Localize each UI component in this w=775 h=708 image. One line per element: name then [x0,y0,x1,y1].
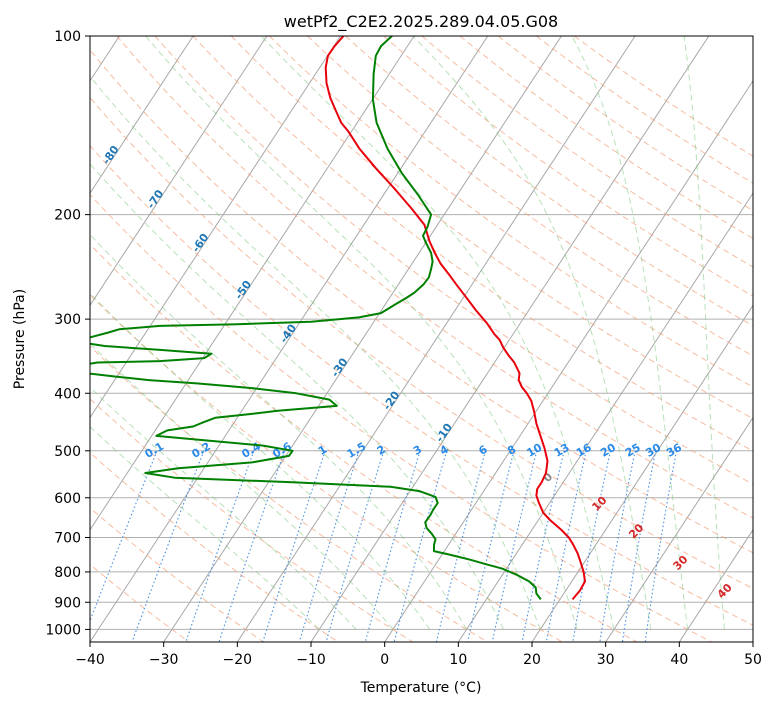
moist-adiabat-40 [571,36,689,630]
isotherm--40 [90,36,489,642]
y-tick-label: 500 [54,444,81,460]
moist-adiabat--5 [90,386,357,630]
mixing-line-0.4 [185,450,255,642]
dry-adiabat-50 [90,144,753,626]
isotherm--60 [90,36,341,419]
dry-adiabat--10 [90,451,339,642]
moist-adiabat-45 [683,36,725,630]
mixing-line-4 [393,450,448,642]
dry-adiabat-180 [497,36,753,212]
mixing-line-6 [435,450,487,642]
isotherm-10 [457,192,753,642]
mixing-line-8 [466,450,515,642]
moist-adiabat-30 [260,36,615,630]
dry-adiabat-120 [269,36,753,388]
dry-adiabat-10 [90,345,488,642]
temperature-profile [324,36,586,601]
y-tick-label: 400 [54,386,81,402]
x-tick-label: 40 [670,652,688,668]
moist-adiabat-25 [145,36,578,630]
dewpoint-profile [90,36,542,600]
isotherm-grid [90,36,753,642]
dry-adiabat-70 [90,49,753,554]
chart-title: wetPf2_C2E2.2025.289.04.05.G08 [284,12,558,32]
mixing-line-1 [262,450,326,642]
isotherm--10 [310,36,710,642]
mixing-ratio-lines [90,450,677,642]
y-tick-label: 100 [54,29,81,45]
isotherm--30 [163,36,562,642]
y-tick-label: 800 [54,565,81,581]
moist-adiabat-5 [90,292,431,630]
mixing-line-10 [491,450,538,642]
x-axis-ticks: −40 −30 −20 −10 0 10 20 30 40 50 [75,642,762,668]
isotherm--20 [236,36,636,642]
x-tick-label: −30 [149,652,179,668]
y-tick-label: 900 [54,595,81,611]
dry-adiabat-110 [230,36,753,420]
isotherm--50 [90,36,415,531]
y-tick-label: 1000 [45,622,81,638]
x-tick-label: 10 [449,652,467,668]
x-tick-label: −20 [223,652,253,668]
y-tick-label: 200 [54,208,81,224]
y-tick-label: 700 [54,531,81,547]
dry-adiabat-40 [90,193,712,642]
isotherm-20 [531,304,753,642]
isotherm--70 [90,36,268,307]
dry-adiabat-100 [192,36,753,452]
isotherm-0 [384,79,753,642]
dry-adiabat-90 [154,36,753,485]
y-tick-label: 600 [54,491,81,507]
mixing-line-30 [621,450,657,642]
moist-adiabat--10 [90,426,320,630]
y-axis-ticks: 100 200 300 400 500 600 700 800 900 1000 [45,29,90,638]
mixing-line-1.5 [298,450,360,642]
moist-adiabats [90,36,725,630]
moist-adiabat-0 [90,342,394,630]
dry-adiabat-30 [90,243,638,642]
sounding-profiles [90,36,586,601]
moist-adiabat-35 [412,36,652,630]
isotherm--80 [90,36,194,195]
mixing-line-36 [644,450,677,642]
dry-adiabat-150 [383,36,753,297]
mixing-line-16 [545,450,587,642]
isobar-grid [90,36,753,630]
mixing-line-2 [325,450,385,642]
isotherm-30 [605,416,753,642]
dry-adiabats [90,36,753,642]
isotherm-40 [678,528,753,642]
mixing-line-3 [364,450,421,642]
dry-adiabat-130 [307,36,753,357]
dry-adiabat-60 [90,96,753,590]
plot-area: 0.10.20.40.611.52346810131620253036-100-… [90,36,753,642]
x-tick-label: 30 [597,652,615,668]
x-tick-label: −40 [75,652,105,668]
dry-adiabat-0 [90,398,414,642]
moist-adiabat-10 [90,233,468,630]
plot-frame [89,35,754,643]
x-tick-label: 0 [380,652,389,668]
mixing-line-0.6 [218,450,286,642]
x-axis-title: Temperature (°C) [360,680,482,696]
dry-adiabat-160 [421,36,753,268]
dry-adiabat-190 [535,36,753,184]
mixing-line-13 [521,450,565,642]
x-tick-label: −10 [296,652,326,668]
mixing-line-20 [572,450,612,642]
x-tick-label: 20 [523,652,541,668]
mixing-line-25 [599,450,636,642]
x-tick-label: 50 [744,652,762,668]
y-axis-title: Pressure (hPa) [12,289,28,389]
y-tick-label: 300 [54,312,81,328]
moist-adiabat-20 [90,75,541,630]
